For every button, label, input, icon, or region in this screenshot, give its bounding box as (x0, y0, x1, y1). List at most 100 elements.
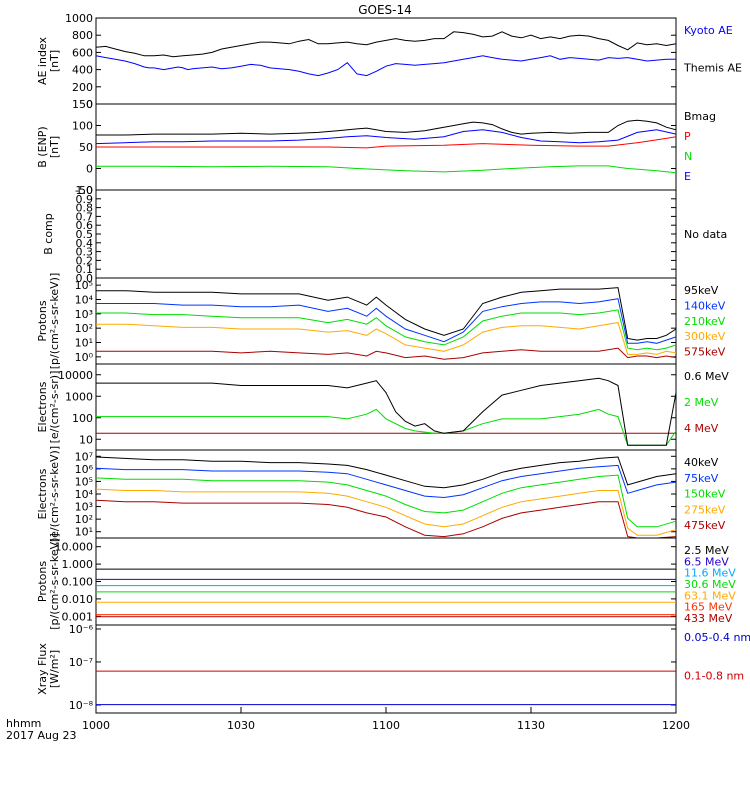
series-line-75kev (95, 464, 677, 499)
series-line-140kev (96, 298, 677, 344)
y-axis-label: [e/(cm²-s-sr)] (48, 371, 61, 444)
legend-label: 575keV (684, 346, 726, 359)
y-axis-label: [nT] (48, 136, 61, 158)
series-line-n (96, 165, 677, 174)
legend-label: 0.05-0.4 nm (684, 631, 750, 644)
y-tick-label: 10³ (75, 308, 93, 321)
y-tick-label: 0.5 (76, 228, 94, 241)
y-tick-label: 0 (86, 163, 93, 176)
y-axis-label: [p/(cm²-s-sr-keV)] (48, 273, 61, 370)
y-tick-label: 0.1 (76, 263, 94, 276)
x-tick-label: 1030 (227, 719, 255, 732)
y-tick-label: 1.000 (62, 558, 94, 571)
y-tick-label: 10⁻⁶ (69, 623, 94, 636)
y-tick-label: 10³ (75, 501, 93, 514)
y-tick-label: 10.000 (55, 541, 94, 554)
y-tick-label: 200 (72, 81, 93, 94)
y-tick-label: 10¹ (75, 526, 93, 539)
y-tick-label: 150 (72, 98, 93, 111)
x-axis: 1000 1030 1100 1130 1200 (82, 707, 690, 732)
footer-line1: hhmm (6, 717, 41, 730)
x-tick-label: 1100 (372, 719, 400, 732)
x-tick-label: 1000 (82, 719, 110, 732)
legend-label: 11.6 MeV (684, 567, 736, 580)
y-tick-label: 100 (72, 412, 93, 425)
y-axis-label: B comp (42, 213, 55, 255)
y-tick-label: 400 (72, 64, 93, 77)
legend-label: Kyoto AE (684, 24, 733, 37)
series-line-275kev (95, 488, 677, 536)
panel-5: 10 100 1000 10000 Electrons [e/(cm²-s-sr)] 0.6… (36, 363, 729, 451)
series-line-40kev (95, 456, 677, 489)
legend-label: 150keV (684, 488, 726, 501)
legend-label: P (684, 130, 691, 143)
y-tick-label: 0.9 (76, 193, 94, 206)
panel-frame (95, 189, 677, 279)
footer-line2: 2017 Aug 23 (6, 729, 76, 742)
legend-label: 0.6 MeV (684, 370, 729, 383)
y-tick-label: 50 (79, 141, 93, 154)
legend-label: Bmag (684, 110, 716, 123)
legend-label: N (684, 150, 692, 163)
legend-label: 165 MeV (684, 601, 733, 614)
series-line-2-mev (96, 408, 677, 446)
y-tick-label: 1000 (65, 12, 93, 25)
x-tick-label: 1130 (517, 719, 545, 732)
y-tick-label: 0.7 (76, 210, 94, 223)
panel-frame (95, 17, 677, 105)
panel-2: 0 50 100 150 -50 B (ENP) [nT] Bmag PNE (36, 98, 716, 197)
series-line-bmag (96, 119, 677, 136)
y-tick-label: 1.0 (76, 184, 94, 197)
y-tick-label: 10⁴ (75, 488, 94, 501)
y-tick-label: 10⁵ (75, 475, 93, 488)
y-axis-label: [W/m²] (48, 650, 61, 688)
y-tick-label: 0 (86, 98, 93, 111)
panel-frame (95, 363, 677, 451)
panel-7: 0.001 0.010 0.100 1.000 10.000 Protons [p/(cm²… (36, 533, 736, 630)
legend-label: 63.1 MeV (684, 589, 736, 602)
series-line-300kev (96, 322, 677, 355)
y-axis-label: AE index (36, 36, 49, 85)
series-line-p (96, 136, 677, 149)
y-tick-label: 10⁻⁷ (69, 656, 93, 669)
legend-label: 75keV (684, 472, 719, 485)
series-line-475kev (95, 499, 677, 539)
legend-label: E (684, 170, 691, 183)
x-tick-label: 1200 (662, 719, 690, 732)
y-tick-label: 10⁷ (75, 450, 93, 463)
chart-title: GOES-14 (358, 3, 412, 17)
y-axis-label: Electrons (36, 468, 49, 519)
y-tick-label: 100 (72, 120, 93, 133)
y-axis-label: Xray Flux (36, 643, 49, 695)
y-tick-label: 10² (75, 322, 93, 335)
y-axis-label: Electrons (36, 381, 49, 432)
y-tick-label: 0.4 (76, 237, 94, 250)
legend-label: 433 MeV (684, 612, 733, 625)
y-tick-label: -50 (75, 184, 93, 197)
y-tick-label: 10¹ (75, 337, 93, 350)
y-tick-label: 10⁻⁸ (69, 699, 94, 712)
y-tick-label: 10² (75, 513, 93, 526)
y-tick-label: 0.8 (76, 202, 94, 215)
y-tick-label: 1000 (65, 390, 93, 403)
y-tick-label: 0.010 (62, 593, 94, 606)
legend-label: Themis AE (683, 61, 742, 74)
y-tick-label: 10⁵ (75, 279, 93, 292)
y-tick-label: 600 (72, 46, 93, 59)
series-line-kyoto-ae (95, 55, 676, 77)
y-tick-label: 10⁶ (75, 463, 94, 476)
y-tick-label: 0.3 (76, 246, 94, 259)
legend-label: 475keV (684, 519, 726, 532)
y-tick-label: 0.100 (62, 576, 94, 589)
series-line-themis-ae (95, 31, 677, 58)
legend-label: 275keV (684, 503, 726, 516)
y-tick-label: 10⁴ (75, 294, 94, 307)
y-tick-label: 0.6 (76, 219, 94, 232)
y-tick-label: 10000 (58, 369, 93, 382)
legend-label: 30.6 MeV (684, 578, 736, 591)
y-tick-label: 0.001 (62, 610, 94, 623)
panel-frame (95, 624, 677, 714)
